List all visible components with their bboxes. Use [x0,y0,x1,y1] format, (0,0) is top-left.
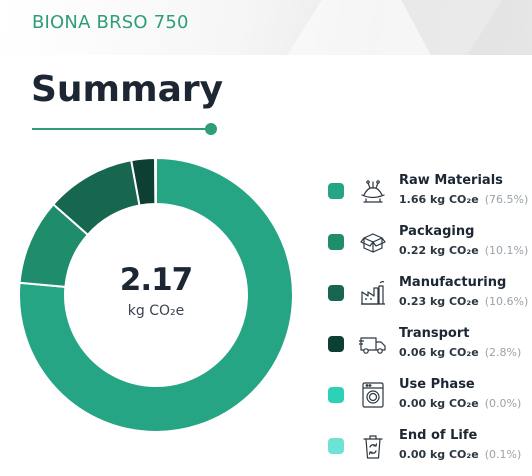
legend-stats: 0.06 kg CO₂e (2.8%) [399,346,521,359]
header-banner: BIONA BRSO 750 [0,0,532,55]
legend-stats: 0.00 kg CO₂e (0.1%) [399,448,521,461]
title-underline-dot [205,123,217,135]
legend-percentage: (76.5%) [484,193,529,206]
legend-value: 0.23 kg CO₂e [399,295,479,308]
legend-label: Transport [399,326,470,341]
legend-item-end-of-life: End of Life 0.00 kg CO₂e (0.1%) [326,425,532,476]
legend-value: 1.66 kg CO₂e [399,193,479,206]
legend-label: Use Phase [399,377,475,392]
legend-value: 0.06 kg CO₂e [399,346,479,359]
legend-label: End of Life [399,428,478,443]
legend-label: Raw Materials [399,173,503,188]
legend-swatch [328,234,344,250]
truck-icon [359,337,386,354]
total-emissions-value: 2.17 [119,262,194,298]
legend-swatch [328,438,344,454]
legend-item-transport: Transport 0.06 kg CO₂e (2.8%) [326,323,532,374]
title-underline [32,128,212,130]
legend-percentage: (10.1%) [484,244,529,257]
legend-label: Packaging [399,224,475,239]
legend-swatch [328,336,344,352]
legend-item-raw-materials: Raw Materials 1.66 kg CO₂e (76.5%) [326,170,532,221]
total-emissions-unit: kg CO₂e [127,303,185,319]
legend-label: Manufacturing [399,275,507,290]
legend-item-packaging: Packaging 0.22 kg CO₂e (10.1%) [326,221,532,272]
packaging-box-icon [360,233,386,253]
emissions-donut-chart [18,157,294,433]
donut-slice-raw-materials [18,157,294,433]
legend-percentage: (10.6%) [484,295,529,308]
legend-swatch [328,387,344,403]
recycle-bin-icon [363,435,383,459]
legend: Raw Materials 1.66 kg CO₂e (76.5%) Packag… [326,170,532,476]
legend-stats: 0.23 kg CO₂e (10.6%) [399,295,528,308]
legend-stats: 0.22 kg CO₂e (10.1%) [399,244,528,257]
legend-item-manufacturing: Manufacturing 0.23 kg CO₂e (10.6%) [326,272,532,323]
legend-swatch [328,285,344,301]
legend-percentage: (2.8%) [484,346,522,359]
product-title: BIONA BRSO 750 [32,12,189,33]
legend-percentage: (0.0%) [484,397,522,410]
legend-percentage: (0.1%) [484,448,522,461]
legend-value: 0.22 kg CO₂e [399,244,479,257]
washing-machine-icon [362,382,384,408]
legend-stats: 0.00 kg CO₂e (0.0%) [399,397,521,410]
legend-item-use-phase: Use Phase 0.00 kg CO₂e (0.0%) [326,374,532,425]
legend-swatch [328,183,344,199]
factory-icon [361,281,385,305]
legend-value: 0.00 kg CO₂e [399,448,479,461]
raw-materials-icon [361,180,385,203]
legend-value: 0.00 kg CO₂e [399,397,479,410]
donut-slice-end-of-life [154,157,157,206]
summary-title: Summary [31,69,224,110]
legend-stats: 1.66 kg CO₂e (76.5%) [399,193,528,206]
